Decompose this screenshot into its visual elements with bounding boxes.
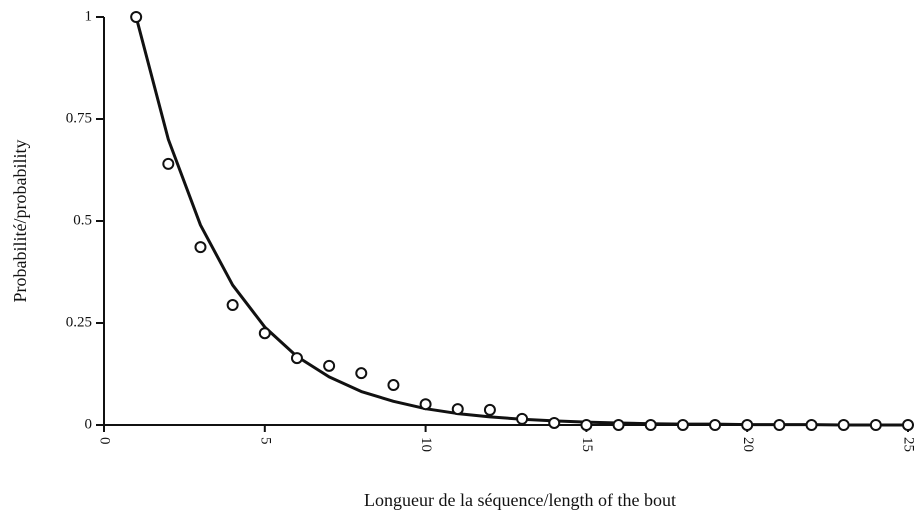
data-point <box>130 11 143 23</box>
y-tick-label: 0.25 <box>66 314 92 330</box>
x-tick-label: 20 <box>740 437 756 452</box>
data-point <box>548 416 561 429</box>
data-point <box>483 403 496 416</box>
data-point <box>869 419 882 431</box>
data-point <box>644 419 657 431</box>
x-tick-label: 15 <box>579 437 595 452</box>
data-point <box>516 412 529 425</box>
x-tick-label: 10 <box>418 437 434 452</box>
data-point <box>773 419 786 431</box>
y-tick-label: 0 <box>85 416 93 432</box>
data-point <box>676 419 689 431</box>
y-tick-label: 1 <box>85 8 93 24</box>
data-point <box>162 157 175 170</box>
data-point <box>194 241 207 254</box>
data-point <box>419 398 432 411</box>
data-point <box>290 352 303 365</box>
data-point <box>902 419 914 431</box>
data-point <box>805 419 818 431</box>
data-point <box>226 299 239 312</box>
y-axis-title: Probabilité/probability <box>10 140 30 303</box>
y-tick-label: 0.75 <box>66 110 92 126</box>
data-point <box>580 419 593 431</box>
x-tick-label: 0 <box>97 437 113 445</box>
x-tick-label: 5 <box>257 437 273 445</box>
x-tick-label: 25 <box>901 437 917 452</box>
data-point <box>741 419 754 431</box>
data-point <box>837 419 850 431</box>
data-point <box>387 379 400 392</box>
data-point <box>451 403 464 416</box>
data-point <box>355 367 368 380</box>
fit-line <box>134 16 908 427</box>
data-point <box>258 327 271 340</box>
data-point <box>612 419 625 431</box>
data-point <box>709 419 722 431</box>
y-tick-label: 0.5 <box>73 212 92 228</box>
data-point <box>323 359 336 372</box>
x-axis-title: Longueur de la séquence/length of the bo… <box>364 490 676 510</box>
